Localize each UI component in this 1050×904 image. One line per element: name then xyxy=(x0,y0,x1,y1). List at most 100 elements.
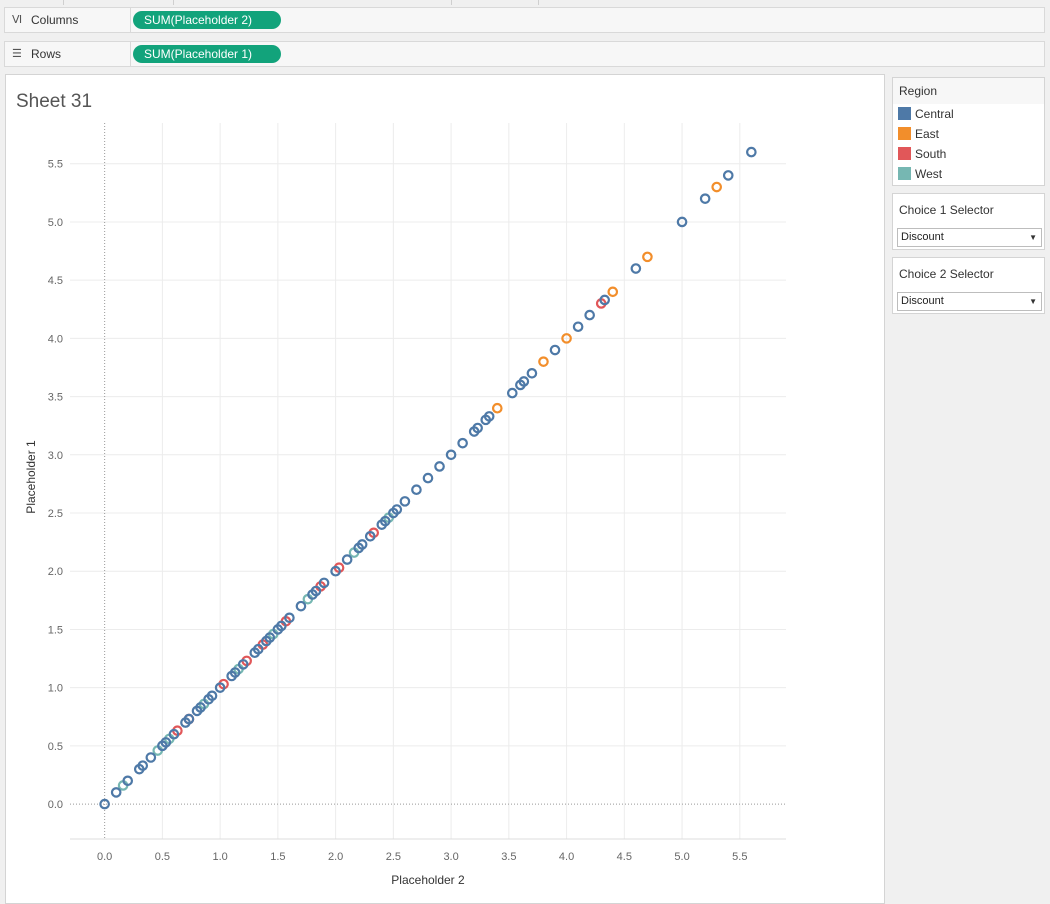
x-tick-label: 3.5 xyxy=(501,851,516,863)
y-tick-label: 2.0 xyxy=(48,566,63,578)
data-point-central xyxy=(457,437,468,449)
legend-items: Central East South West xyxy=(893,104,1044,184)
data-point-central xyxy=(391,504,403,515)
legend-label: South xyxy=(915,147,947,161)
axes xyxy=(70,123,786,840)
data-point-central xyxy=(341,554,353,565)
choice-1-selector: Choice 1 Selector Discount ▼ xyxy=(892,193,1045,250)
data-point-east xyxy=(561,333,572,344)
data-point-central xyxy=(399,496,411,507)
data-point-central xyxy=(237,659,249,670)
data-point-central xyxy=(356,539,368,550)
data-point-east xyxy=(491,402,503,414)
data-point-central xyxy=(364,531,376,542)
columns-pill[interactable]: SUM(Placeholder 2) xyxy=(133,11,281,29)
x-tick-label: 2.5 xyxy=(386,851,401,863)
data-point-central xyxy=(526,368,538,379)
legend-item[interactable]: South xyxy=(893,144,1044,164)
data-point-central xyxy=(599,294,610,306)
legend-label: East xyxy=(915,127,940,141)
x-tick-label: 0.5 xyxy=(155,851,170,863)
data-point-central xyxy=(584,309,595,321)
legend-item[interactable]: East xyxy=(893,124,1044,144)
data-point-central xyxy=(295,600,307,612)
legend-swatch xyxy=(898,107,911,120)
data-point-central xyxy=(145,752,157,763)
x-tick-label: 1.0 xyxy=(212,851,227,863)
legend-label: Central xyxy=(915,107,954,121)
legend-item[interactable]: West xyxy=(893,164,1044,184)
top-strip xyxy=(0,0,1050,6)
rows-pill[interactable]: SUM(Placeholder 1) xyxy=(133,45,281,63)
choice-2-selector: Choice 2 Selector Discount ▼ xyxy=(892,257,1045,314)
y-tick-label: 1.0 xyxy=(48,683,63,695)
choice-1-title: Choice 1 Selector xyxy=(899,203,994,217)
y-tick-label: 3.0 xyxy=(48,450,63,462)
data-point-central xyxy=(110,787,122,798)
data-point-central xyxy=(276,620,287,632)
x-axis-label: Placeholder 2 xyxy=(391,873,465,887)
data-point-central xyxy=(699,193,711,204)
data-point-central xyxy=(214,682,226,693)
data-point-central xyxy=(379,515,391,527)
rows-shelf-label: ☰ Rows xyxy=(5,42,131,66)
x-tick-label: 3.0 xyxy=(443,851,458,863)
y-tick-label: 4.5 xyxy=(48,275,63,287)
x-tick-label: 0.0 xyxy=(97,851,112,863)
x-tick-label: 4.0 xyxy=(559,851,574,863)
chevron-down-icon: ▼ xyxy=(1029,297,1037,306)
legend-swatch xyxy=(898,147,911,160)
choice-2-title: Choice 2 Selector xyxy=(899,267,994,281)
data-point-central xyxy=(746,146,757,158)
data-point-east xyxy=(538,356,549,367)
rows-icon: ☰ xyxy=(12,48,22,60)
data-point-central xyxy=(518,376,530,387)
data-point-central xyxy=(445,449,457,461)
y-tick-label: 0.0 xyxy=(48,799,63,811)
data-point-central xyxy=(229,667,241,678)
x-tick-label: 1.5 xyxy=(270,851,285,863)
columns-shelf[interactable]: Ⅵ Columns SUM(Placeholder 2) xyxy=(4,7,1045,33)
rows-shelf[interactable]: ☰ Rows SUM(Placeholder 1) xyxy=(4,41,1045,67)
y-tick-label: 0.5 xyxy=(48,741,63,753)
data-point-central xyxy=(722,170,734,181)
data-point-central xyxy=(549,344,561,356)
data-point-central xyxy=(630,263,642,274)
x-tick-label: 2.0 xyxy=(328,851,343,863)
tick-labels: 0.0 0.5 1.0 1.5 2.0 2.5 3.0 3.5 4.0 4.5 5.0 5.5 0.0 0… xyxy=(48,159,748,863)
data-points xyxy=(99,146,757,810)
x-tick-label: 5.5 xyxy=(732,851,747,863)
y-tick-label: 4.0 xyxy=(48,333,63,345)
data-point-central xyxy=(99,798,110,810)
x-tick-label: 5.0 xyxy=(674,851,689,863)
y-tick-label: 5.5 xyxy=(48,159,63,171)
data-point-central xyxy=(483,411,495,422)
data-point-central xyxy=(122,775,134,787)
choice-1-value: Discount xyxy=(901,231,944,243)
legend-title: Region xyxy=(893,78,1044,104)
data-point-central xyxy=(572,321,584,333)
data-point-central xyxy=(507,387,518,399)
columns-shelf-label: Ⅵ Columns xyxy=(5,8,131,32)
data-point-central xyxy=(206,690,218,702)
data-point-central xyxy=(284,612,295,624)
sheet-title: Sheet 31 xyxy=(16,91,93,112)
data-point-central xyxy=(168,728,180,740)
data-point-east xyxy=(711,181,723,193)
data-point-central xyxy=(137,760,149,771)
columns-icon: Ⅵ xyxy=(12,14,23,26)
choice-1-dropdown[interactable]: Discount ▼ xyxy=(897,228,1042,247)
legend-label: West xyxy=(915,167,943,181)
y-tick-label: 5.0 xyxy=(48,217,63,229)
scatter-chart[interactable]: 0.0 0.5 1.0 1.5 2.0 2.5 3.0 3.5 4.0 4.5 5.0 5.5 0.0 0… xyxy=(6,75,884,903)
legend-item[interactable]: Central xyxy=(893,104,1044,124)
choice-2-value: Discount xyxy=(901,295,944,307)
data-point-central xyxy=(195,702,206,713)
choice-2-dropdown[interactable]: Discount ▼ xyxy=(897,292,1042,311)
data-point-central xyxy=(160,737,172,748)
y-axis-label: Placeholder 1 xyxy=(24,440,38,514)
y-tick-label: 3.5 xyxy=(48,392,63,404)
data-point-east xyxy=(642,251,653,263)
x-tick-label: 4.5 xyxy=(617,851,632,863)
data-point-central xyxy=(318,577,330,589)
